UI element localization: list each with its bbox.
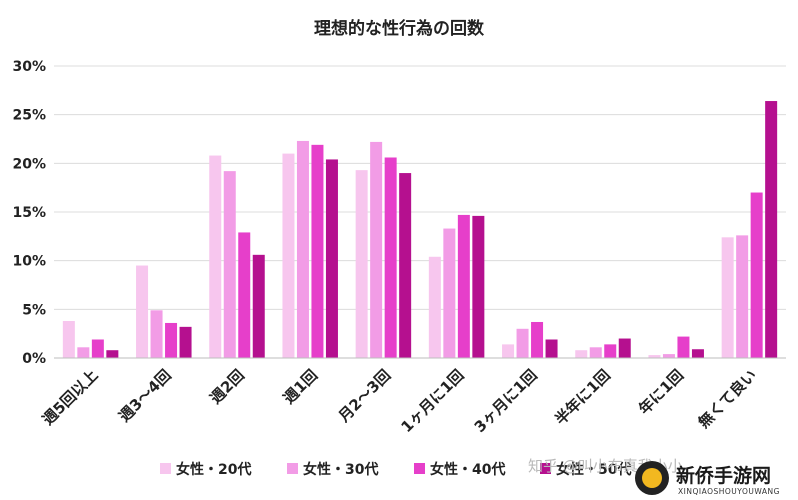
bar [136,265,149,358]
y-tick-label: 25% [12,108,46,124]
x-tick-label: 週5回以上 [39,366,102,429]
x-tick-label: 週3～4回 [115,366,174,425]
y-tick-label: 30% [12,59,46,75]
bar [765,101,778,358]
bar [209,155,222,358]
logo-sub-text: XINQIAOSHOUYOUWANG [678,487,780,496]
bar [516,328,529,358]
bar [662,354,675,358]
legend-swatch [540,463,551,474]
bar [502,344,515,358]
legend-swatch [414,463,425,474]
legend-label: 女性・40代 [430,461,505,478]
bar [325,159,338,358]
x-tick-label: 無くて良い [695,366,760,431]
bar [384,157,397,358]
x-tick-label: 3ヶ月に1回 [471,366,541,436]
x-tick-label: 週1回 [280,366,321,407]
y-axis-ticks: 0% 5% 10% 15% 20% 25% 30% [12,59,46,367]
bar [238,232,251,358]
y-tick-label: 10% [12,254,46,270]
bar [618,338,631,358]
y-tick-label: 20% [12,156,46,172]
x-tick-label: 1ヶ月に1回 [398,366,468,436]
bar [91,339,104,358]
bar [355,170,368,358]
bar [311,144,324,358]
bar [531,321,544,358]
bar [77,347,90,358]
legend-label: 女性・50代 [556,461,631,478]
bar [677,336,690,358]
x-tick-label: 半年に1回 [551,366,614,429]
bar [457,214,470,358]
bar [252,254,265,358]
bar [589,347,602,358]
bar [604,344,617,358]
bar [223,171,236,358]
gridlines [54,65,786,310]
bar [179,326,192,358]
bar [399,173,412,358]
bar [721,237,734,358]
bar [545,339,558,358]
bar [750,192,763,358]
logo-main-text: 新侨手游网 [676,464,771,487]
bar [648,355,661,358]
bar [296,140,309,358]
legend-label: 女性・20代 [176,461,251,478]
legend-swatch [287,463,298,474]
bar [370,141,383,358]
category-labels: 週5回以上 週3～4回 週2回 週1回 月2～3回 1ヶ月に1回 3ヶ月に1回 半年に1回 年に… [39,366,760,436]
y-tick-label: 5% [22,302,46,318]
x-tick-label: 月2～3回 [334,366,394,426]
bars [62,101,778,358]
logo-badge-inner-icon [642,468,662,488]
y-tick-label: 15% [12,205,46,221]
bar [106,350,119,358]
site-logo: 新侨手游网 XINQIAOSHOUYOUWANG [635,461,780,496]
y-tick-label: 0% [22,351,46,367]
bar [443,228,456,358]
legend: 女性・20代 女性・30代 女性・40代 女性・50代 [160,461,631,478]
bar [472,215,485,358]
bar [150,310,163,358]
x-tick-label: 週2回 [207,366,248,407]
bar [736,235,749,358]
legend-label: 女性・30代 [303,461,378,478]
legend-swatch [160,463,171,474]
bar [282,153,295,358]
bar [691,349,704,358]
bar [575,350,588,358]
bar [62,321,75,358]
bar [165,322,178,358]
bar [428,256,441,358]
chart-title: 理想的な性行為の回数 [314,18,485,39]
x-tick-label: 年に1回 [635,366,687,418]
